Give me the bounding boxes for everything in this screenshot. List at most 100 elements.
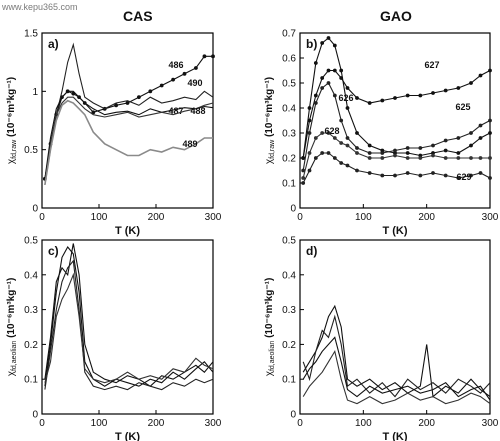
panel-b-series-point-629 — [326, 151, 331, 155]
panel-b-ylabel: χfd,raw (10⁻⁶m³kg⁻¹) — [264, 77, 276, 164]
panel-b-series-point-626 — [478, 136, 483, 140]
panel-b-series-point-629 — [320, 151, 325, 155]
panel-b-series-point-627 — [367, 101, 372, 105]
panel-b-series-point-628 — [418, 156, 423, 160]
panel-b-series-point-629 — [345, 163, 350, 168]
panel-b-series-point-625 — [488, 118, 492, 123]
panel-d-letter: d) — [306, 244, 317, 258]
panel-b-series-point-625 — [301, 168, 306, 173]
panel-a-xlabel: T (K) — [115, 225, 140, 237]
panel-a-series-point-486 — [202, 54, 207, 59]
panel-c-ylabel-subscript: fd,aeolian — [11, 341, 18, 371]
panel-b-ytick-label: 0.5 — [282, 79, 296, 90]
panel-b-series-point-628 — [380, 156, 385, 160]
panel-b-series-point-627 — [418, 93, 423, 98]
panel-b-series-point-629 — [307, 168, 312, 173]
panel-a-ytick-label: 1.5 — [24, 29, 38, 40]
panel-c-ytick-label: 0.1 — [24, 375, 38, 386]
panel-b-series-point-629 — [313, 156, 318, 160]
panel-b-series-point-628 — [332, 136, 337, 140]
panel-c-series-line-0 — [44, 246, 214, 387]
panel-b-series-point-625 — [332, 93, 337, 98]
panel-b-series-point-628 — [405, 156, 410, 160]
column-title-gao: GAO — [380, 8, 412, 24]
panel-a-series-line-489 — [44, 99, 213, 185]
column-title-cas: CAS — [123, 8, 153, 24]
panel-b-ytick-label: 0.7 — [282, 29, 296, 40]
panel-b-series-point-627 — [326, 68, 331, 73]
panel-c-ylabel-symbol: χ — [6, 370, 17, 376]
panel-a-ylabel-symbol: χ — [6, 158, 17, 164]
panel-b-series-point-625 — [339, 118, 344, 123]
panel-b-series-point-628 — [326, 131, 331, 135]
panel-b-series-point-625 — [380, 151, 385, 155]
panel-b-xtick-label: 200 — [418, 212, 435, 223]
panel-b-series-point-626 — [326, 36, 331, 40]
panel-b-series-point-625 — [456, 136, 461, 140]
panel-b-series-point-626 — [488, 131, 492, 135]
panel-b-series-point-625 — [478, 123, 483, 128]
panel-b-series-point-629 — [332, 156, 337, 160]
panel-d-xtick-label: 300 — [482, 418, 499, 429]
watermark: www.kepu365.com — [2, 2, 78, 12]
panel-b-ytick-label: 0.6 — [282, 54, 296, 65]
panel-d-frame — [299, 239, 491, 415]
panel-d-ytick-label: 0.4 — [282, 270, 296, 281]
panel-c-series-line-2 — [44, 259, 214, 391]
panel-b-series-point-628 — [443, 156, 448, 160]
panel-c-ytick-label: 0.3 — [24, 305, 38, 316]
panel-a-xtick-label: 100 — [91, 212, 108, 223]
panel-b-series-point-627 — [488, 68, 492, 73]
panel-d-ylabel-unit: (10⁻⁶m³kg⁻¹) — [264, 278, 275, 341]
panel-b-series-point-628 — [345, 143, 350, 148]
panel-d-ytick-label: 0.1 — [282, 375, 296, 386]
panel-a-series-point-486 — [182, 71, 187, 76]
panel-b-series-point-625 — [367, 151, 372, 155]
panel-b-xtick-label: 0 — [297, 212, 303, 223]
panel-b-series-point-628 — [393, 153, 397, 158]
panel-a-ytick-label: 0 — [32, 204, 38, 215]
panel-a-series-point-486 — [148, 89, 153, 94]
panel-a-series-line-490 — [44, 42, 214, 185]
panel-b-series-point-629 — [443, 173, 448, 178]
panel-b-series-point-625 — [355, 146, 359, 150]
panel-b-series-point-627 — [313, 93, 318, 98]
panel-b-series-point-629 — [380, 173, 385, 178]
panel-b-series-point-626 — [320, 41, 325, 45]
panel-b-series-point-628 — [313, 136, 318, 140]
panel-b-series-point-627 — [405, 93, 410, 98]
panel-b-series-point-626 — [367, 143, 372, 148]
panel-b-xlabel: T (K) — [382, 225, 407, 237]
panel-b-series-point-629 — [355, 168, 359, 173]
panel-b-series-point-628 — [367, 156, 372, 160]
panel-b-series-point-629 — [301, 181, 306, 185]
panel-a-series-line-488 — [44, 96, 214, 185]
panel-b-ylabel-unit: (10⁻⁶m³kg⁻¹) — [264, 77, 275, 140]
panel-b-series-point-625 — [431, 143, 435, 148]
panel-d-series-line-2 — [302, 336, 491, 401]
panel-c-series-line-3 — [44, 272, 214, 384]
panel-b-series-point-626 — [456, 151, 461, 155]
panel-b-series-point-626 — [469, 143, 473, 148]
panel-b-series-point-628 — [456, 156, 461, 160]
panel-a-xtick-label: 200 — [148, 212, 165, 223]
panel-a-series-label-488: 488 — [190, 106, 205, 116]
panel-b-series-point-625 — [443, 138, 448, 143]
panel-b-letter: b) — [306, 37, 317, 51]
panel-b-series-point-627 — [431, 91, 435, 95]
panel-a-series-point-486 — [194, 66, 198, 70]
panel-c-frame — [41, 239, 214, 415]
panel-b-series-point-626 — [339, 68, 344, 73]
panel-a-ylabel-unit: (10⁻⁶m³kg⁻¹) — [6, 77, 17, 140]
panel-b-series-label-627: 627 — [424, 60, 439, 70]
panel-d-series-line-3 — [302, 349, 491, 405]
panel-a-series-point-486 — [159, 83, 164, 88]
panel-b-series-point-626 — [307, 106, 312, 110]
panel-c-ytick-label: 0.5 — [24, 236, 38, 247]
panel-a-frame — [41, 32, 214, 209]
panel-d-xtick-label: 0 — [297, 418, 303, 429]
panel-b-series-point-629 — [393, 173, 397, 178]
panel-b-series-point-625 — [405, 146, 410, 150]
panel-d-ylabel-symbol: χ — [264, 370, 275, 376]
